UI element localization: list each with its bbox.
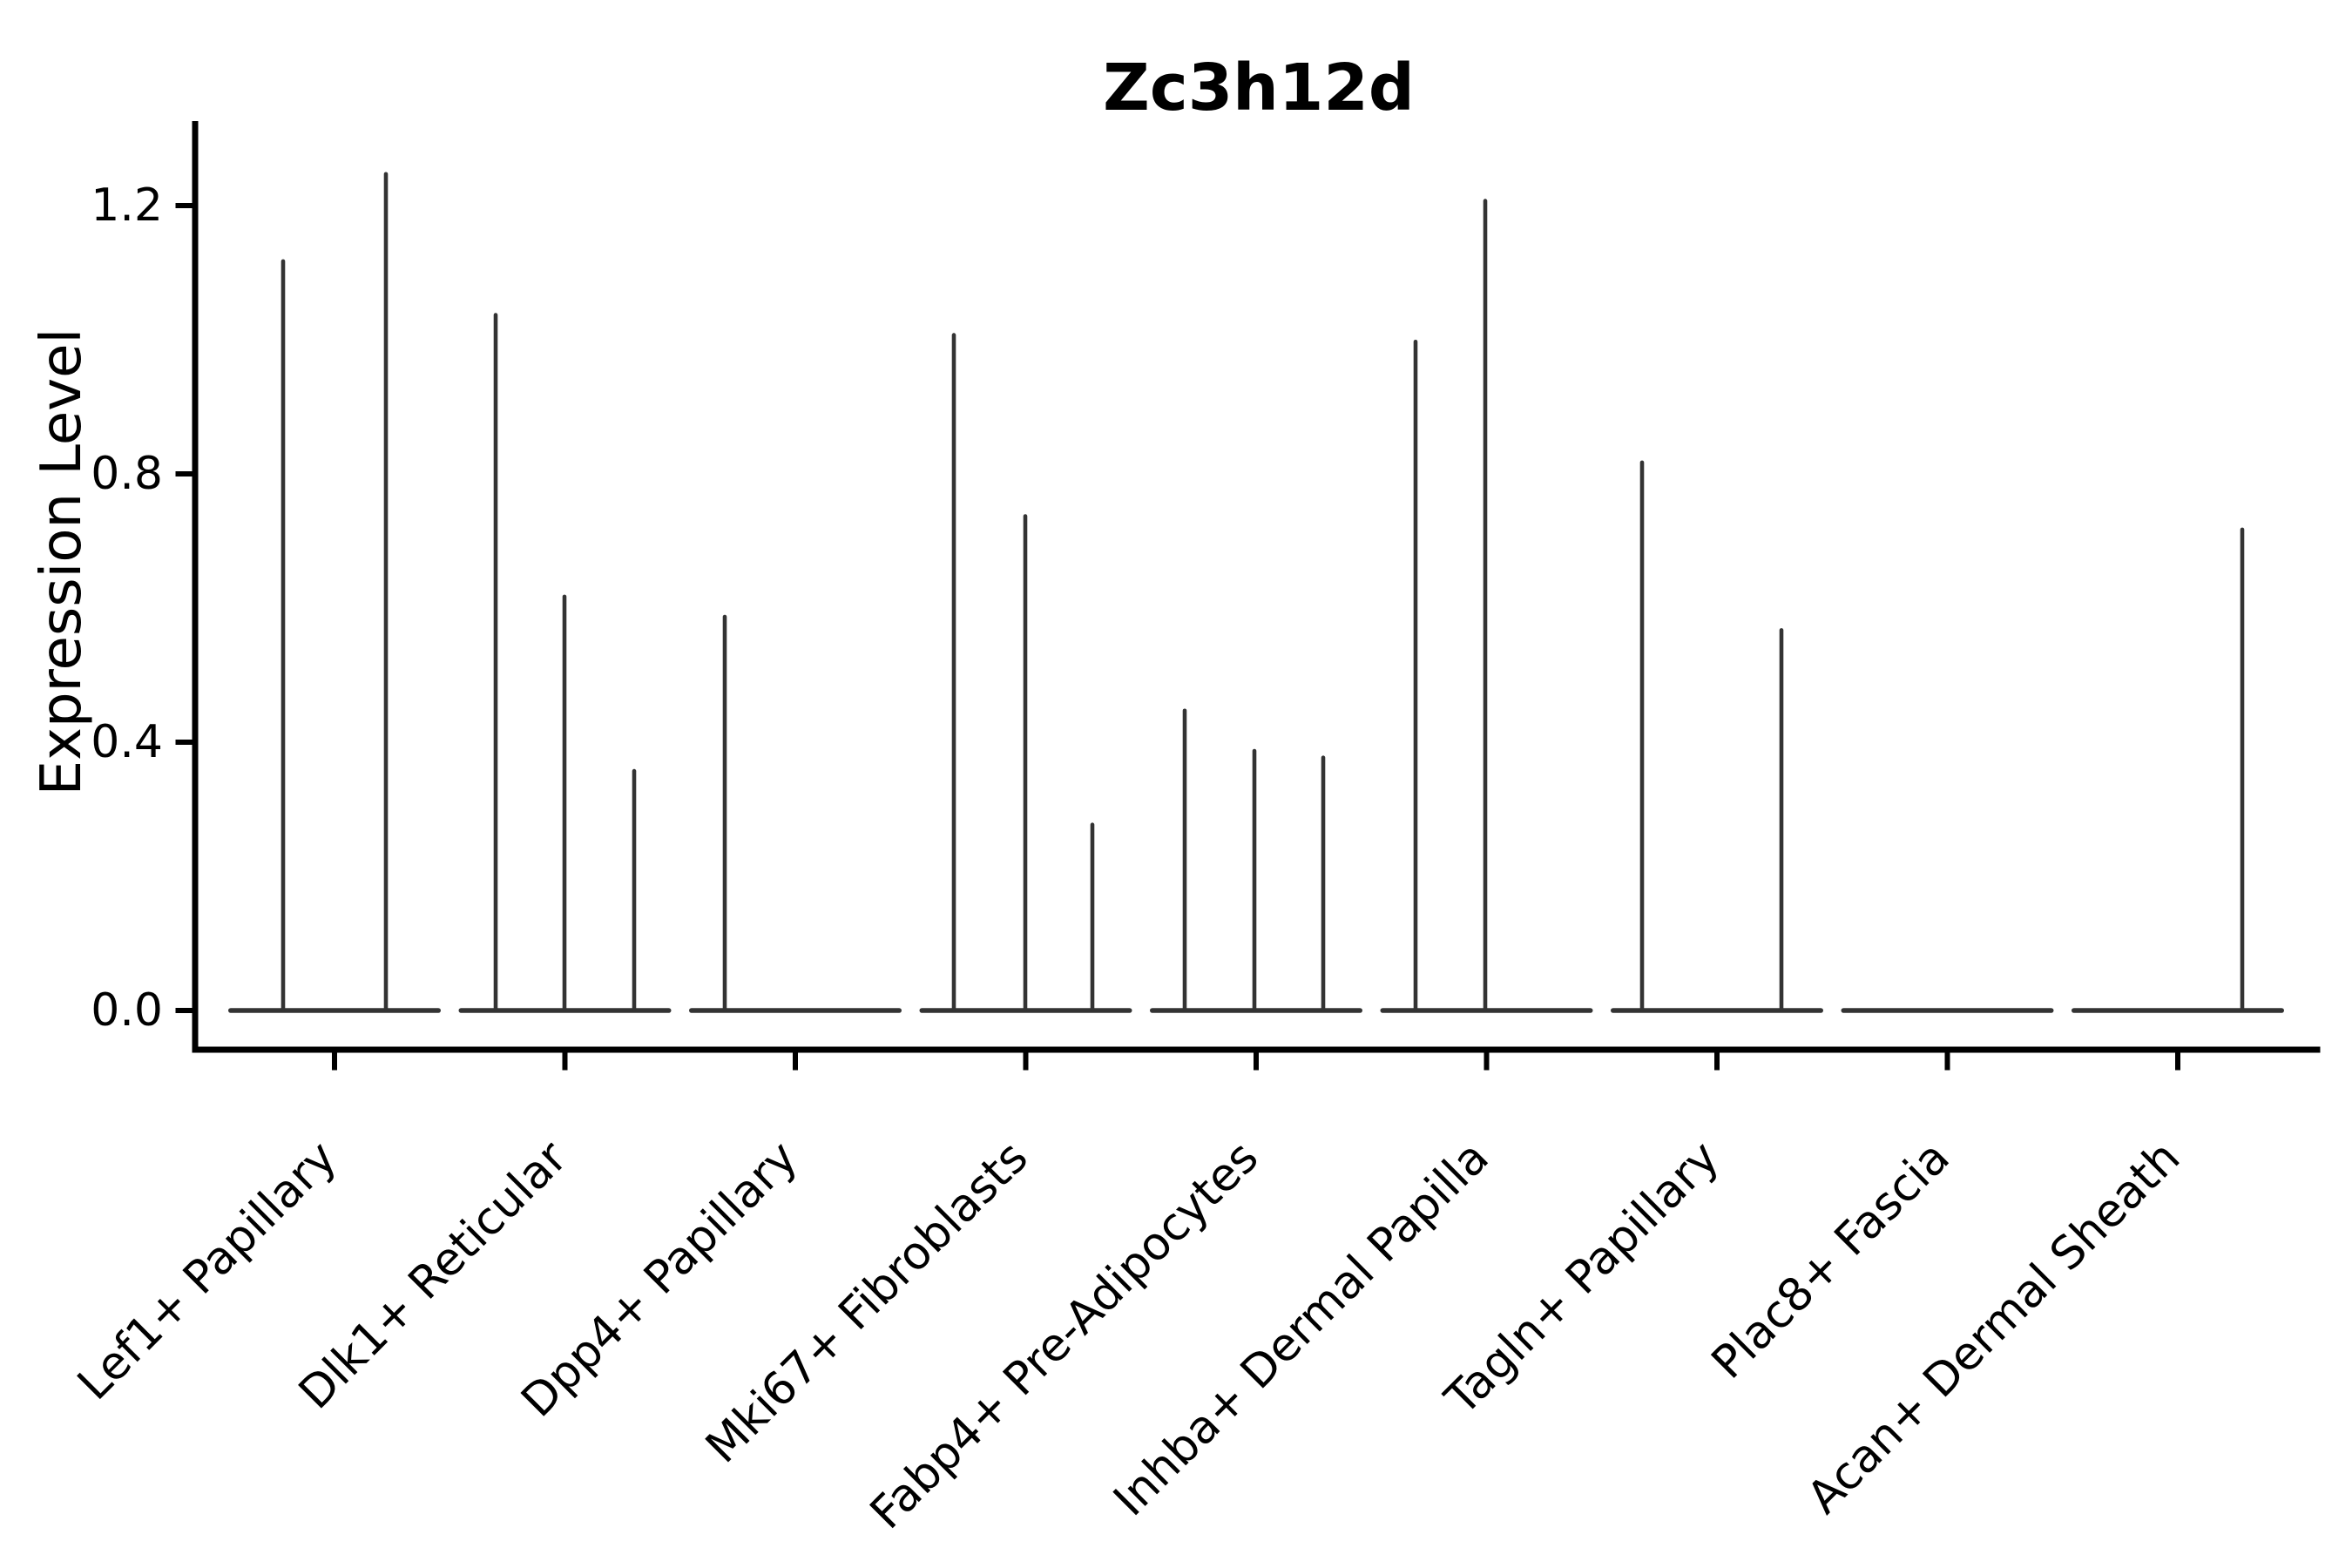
- y-tick-mark: [175, 203, 193, 208]
- x-tick-mark: [1023, 1052, 1029, 1071]
- violin-spike: [632, 768, 637, 1011]
- violin-spike: [1023, 514, 1028, 1011]
- violin-spike: [1182, 708, 1187, 1011]
- x-tick-mark: [1944, 1052, 1950, 1071]
- violin-baseline: [1841, 1008, 2054, 1013]
- y-tick-label: 0.4: [91, 716, 163, 768]
- violin-spike: [1639, 460, 1645, 1011]
- x-tick-mark: [1254, 1052, 1259, 1071]
- x-tick-label: Inhba+ Dermal Papilla: [1104, 1132, 1498, 1526]
- violin-spike: [1090, 822, 1095, 1011]
- y-tick-label: 1.2: [91, 179, 163, 232]
- x-tick-label: Acan+ Dermal Sheath: [1798, 1132, 2191, 1524]
- violin-baseline: [228, 1008, 441, 1013]
- violin-baseline: [689, 1008, 902, 1013]
- x-tick-mark: [1484, 1052, 1490, 1071]
- violin-spike: [1252, 748, 1257, 1011]
- y-tick-label: 0.0: [91, 984, 163, 1037]
- y-tick-mark: [175, 471, 193, 476]
- x-tick-mark: [793, 1052, 798, 1071]
- violin-spike: [722, 614, 727, 1011]
- x-tick-label: Plac8+ Fascia: [1702, 1132, 1960, 1389]
- x-tick-mark: [332, 1052, 337, 1071]
- violin-spike: [2240, 527, 2245, 1011]
- y-axis-spine: [192, 121, 199, 1052]
- chart-title: Zc3h12d: [1103, 51, 1415, 125]
- x-axis-spine: [192, 1046, 2321, 1053]
- violin-spike: [1413, 340, 1418, 1011]
- violin-spike: [951, 333, 956, 1011]
- violin-spike: [562, 594, 567, 1011]
- violin-spike: [1321, 755, 1326, 1011]
- violin-spike: [280, 259, 286, 1012]
- violin-spike: [1779, 628, 1784, 1011]
- x-tick-mark: [2175, 1052, 2180, 1071]
- y-tick-label: 0.8: [91, 448, 163, 500]
- violin-baseline: [2072, 1008, 2284, 1013]
- violin-spike: [1483, 199, 1488, 1012]
- violin-spike: [383, 172, 389, 1011]
- y-tick-mark: [175, 1008, 193, 1013]
- x-tick-mark: [562, 1052, 568, 1071]
- violin-spike: [493, 313, 498, 1011]
- y-tick-mark: [175, 740, 193, 745]
- violin-baseline: [1611, 1008, 1823, 1013]
- x-tick-label: Fabp4+ Pre-Adipocytes: [861, 1132, 1268, 1539]
- x-tick-mark: [1714, 1052, 1720, 1071]
- violin-baseline: [1150, 1008, 1362, 1013]
